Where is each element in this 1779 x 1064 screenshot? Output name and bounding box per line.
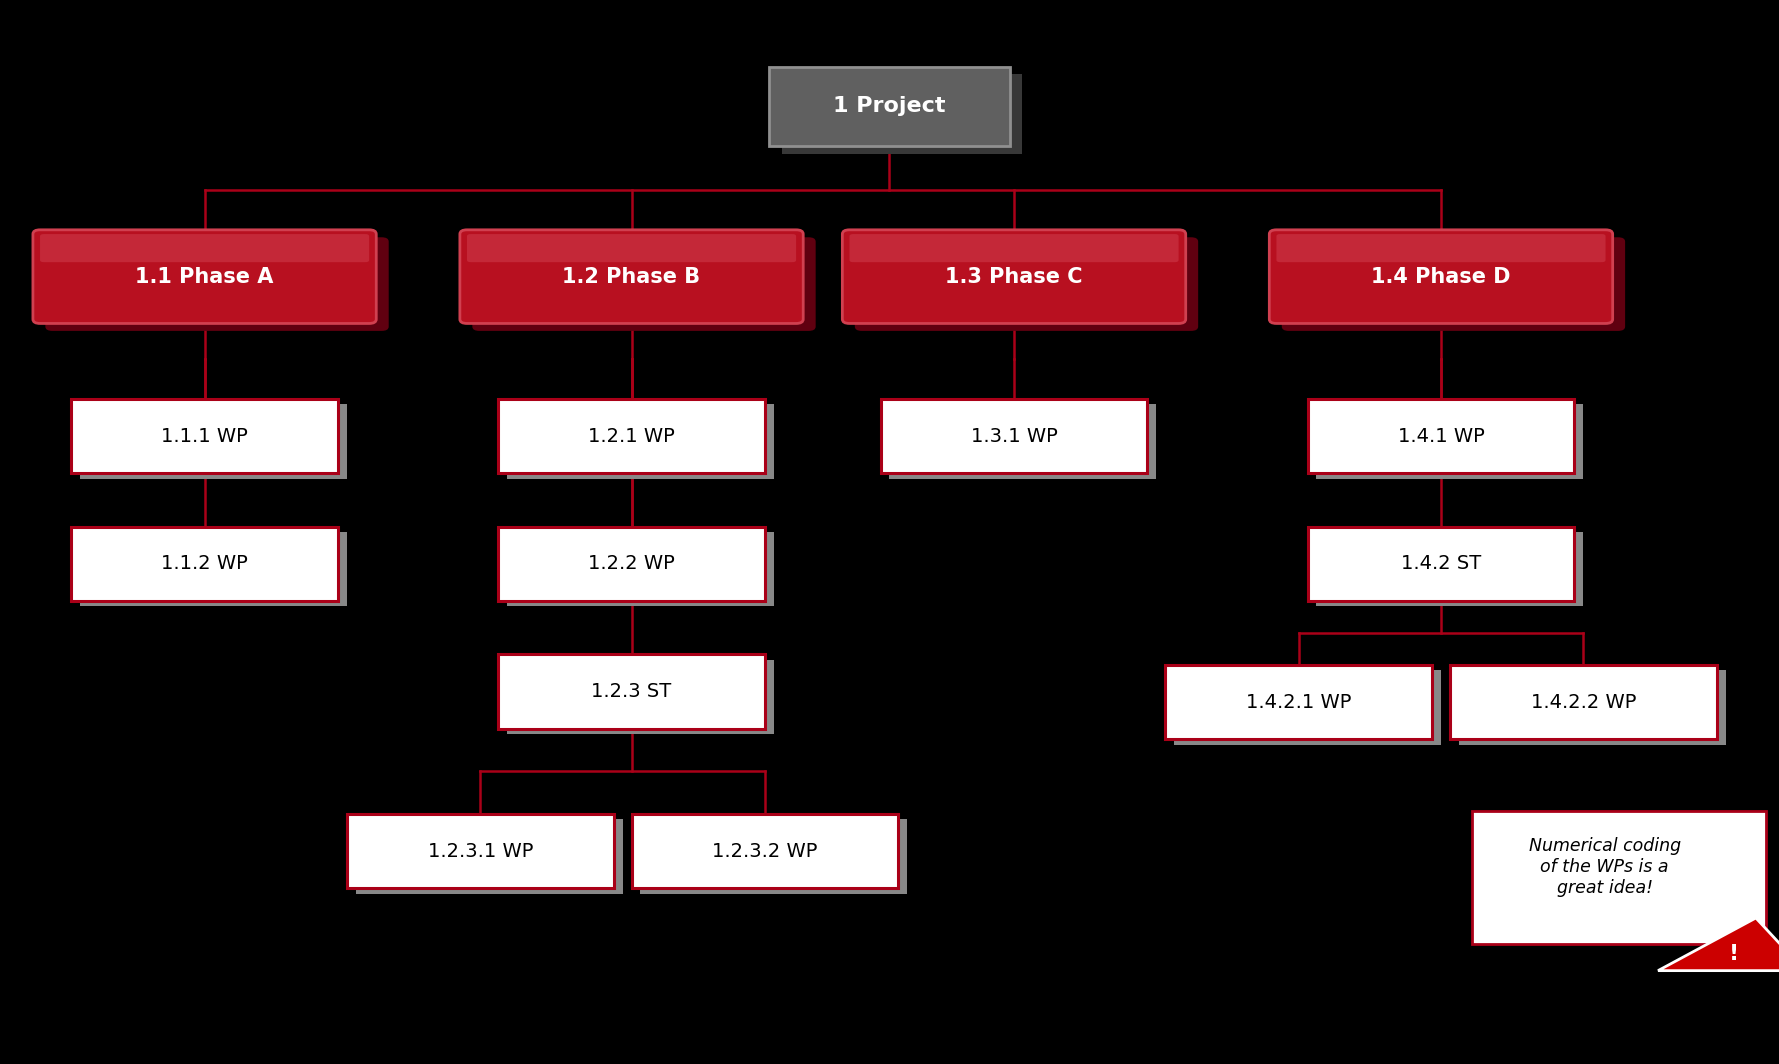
Text: 1.4.2.1 WP: 1.4.2.1 WP <box>1245 693 1352 712</box>
FancyBboxPatch shape <box>498 654 765 729</box>
FancyBboxPatch shape <box>1308 527 1574 601</box>
Text: 1.1.1 WP: 1.1.1 WP <box>162 427 247 446</box>
Text: 1.1 Phase A: 1.1 Phase A <box>135 267 274 286</box>
Text: 1.4 Phase D: 1.4 Phase D <box>1372 267 1510 286</box>
Text: 1.2 Phase B: 1.2 Phase B <box>562 267 701 286</box>
FancyBboxPatch shape <box>498 527 765 601</box>
FancyBboxPatch shape <box>781 74 1021 153</box>
FancyBboxPatch shape <box>471 237 815 331</box>
Text: !: ! <box>1729 944 1740 964</box>
FancyBboxPatch shape <box>881 399 1147 473</box>
FancyBboxPatch shape <box>841 230 1185 323</box>
FancyBboxPatch shape <box>507 660 774 734</box>
FancyBboxPatch shape <box>1308 399 1574 473</box>
FancyBboxPatch shape <box>854 237 1197 331</box>
FancyBboxPatch shape <box>1276 234 1605 262</box>
FancyBboxPatch shape <box>34 230 377 323</box>
FancyBboxPatch shape <box>507 404 774 479</box>
FancyBboxPatch shape <box>507 532 774 606</box>
FancyBboxPatch shape <box>498 399 765 473</box>
FancyBboxPatch shape <box>1316 532 1583 606</box>
FancyBboxPatch shape <box>1268 230 1612 323</box>
FancyBboxPatch shape <box>1174 670 1441 745</box>
Text: 1 Project: 1 Project <box>833 97 946 116</box>
FancyBboxPatch shape <box>1281 237 1626 331</box>
Text: 1.2.2 WP: 1.2.2 WP <box>589 554 674 573</box>
FancyBboxPatch shape <box>46 237 388 331</box>
Text: Numerical coding
of the WPs is a
great idea!: Numerical coding of the WPs is a great i… <box>1528 837 1681 897</box>
FancyBboxPatch shape <box>632 814 898 888</box>
FancyBboxPatch shape <box>80 404 347 479</box>
FancyBboxPatch shape <box>1316 404 1583 479</box>
Text: 1.2.3 ST: 1.2.3 ST <box>591 682 672 701</box>
FancyBboxPatch shape <box>1473 811 1765 945</box>
FancyBboxPatch shape <box>1165 665 1432 739</box>
FancyBboxPatch shape <box>890 404 1156 479</box>
Text: 1.4.2 ST: 1.4.2 ST <box>1400 554 1482 573</box>
Text: 1.2.3.2 WP: 1.2.3.2 WP <box>712 842 818 861</box>
FancyBboxPatch shape <box>71 399 338 473</box>
Text: 1.2.1 WP: 1.2.1 WP <box>589 427 674 446</box>
FancyBboxPatch shape <box>466 234 795 262</box>
FancyBboxPatch shape <box>71 527 338 601</box>
FancyBboxPatch shape <box>356 819 623 894</box>
FancyBboxPatch shape <box>849 234 1178 262</box>
FancyBboxPatch shape <box>769 66 1009 146</box>
Polygon shape <box>1658 918 1779 970</box>
FancyBboxPatch shape <box>459 230 802 323</box>
FancyBboxPatch shape <box>41 234 370 262</box>
Text: 1.3.1 WP: 1.3.1 WP <box>971 427 1057 446</box>
FancyBboxPatch shape <box>1450 665 1717 739</box>
FancyBboxPatch shape <box>80 532 347 606</box>
Text: 1.2.3.1 WP: 1.2.3.1 WP <box>427 842 534 861</box>
Text: 1.1.2 WP: 1.1.2 WP <box>162 554 247 573</box>
Text: 1.4.1 WP: 1.4.1 WP <box>1398 427 1484 446</box>
FancyBboxPatch shape <box>640 819 907 894</box>
FancyBboxPatch shape <box>347 814 614 888</box>
Text: 1.4.2.2 WP: 1.4.2.2 WP <box>1530 693 1637 712</box>
FancyBboxPatch shape <box>1459 670 1726 745</box>
Text: 1.3 Phase C: 1.3 Phase C <box>945 267 1083 286</box>
